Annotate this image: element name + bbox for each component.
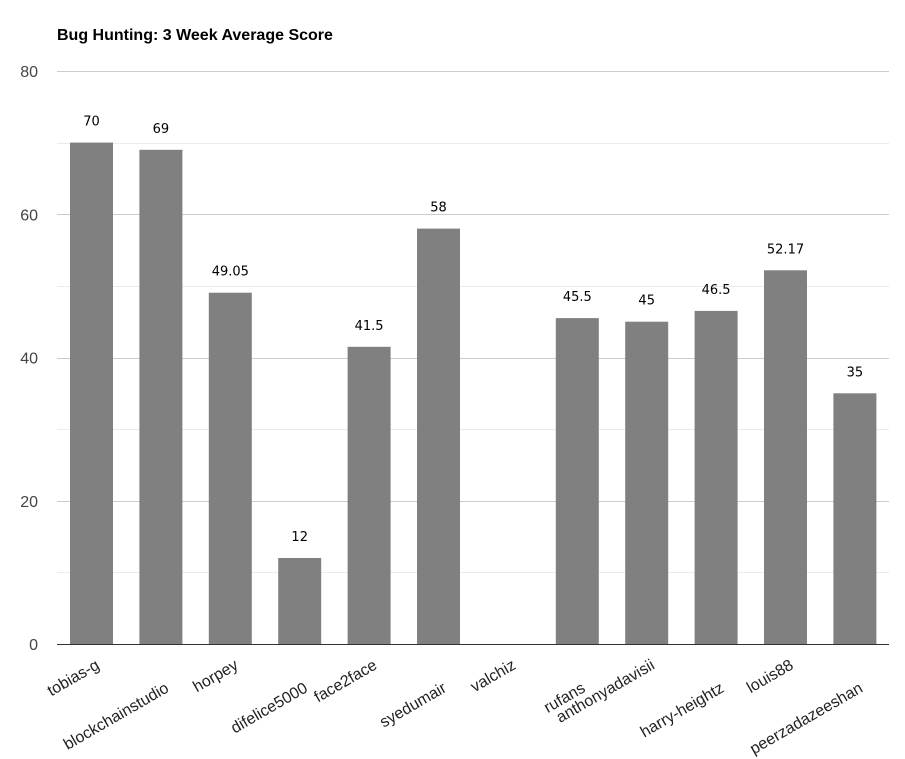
- bar: [70, 142, 113, 644]
- y-tick-label: 60: [20, 207, 38, 224]
- chart-title: Bug Hunting: 3 Week Average Score: [57, 27, 333, 44]
- x-tick-label: louis88: [744, 657, 796, 697]
- data-label: 35: [847, 365, 864, 380]
- y-tick-label: 20: [20, 494, 38, 511]
- y-tick-label: 80: [20, 64, 38, 81]
- x-tick-label: horpey: [190, 657, 241, 696]
- y-tick-label: 0: [29, 637, 38, 654]
- bar: [833, 393, 877, 644]
- data-label: 46.5: [702, 283, 731, 298]
- bars: [70, 142, 877, 645]
- x-tick-label: syedumair: [377, 679, 450, 731]
- data-label: 58: [430, 201, 447, 216]
- bar: [555, 318, 599, 644]
- y-tick-label: 40: [20, 351, 38, 368]
- x-tick-label: face2face: [312, 657, 381, 706]
- bar: [764, 270, 807, 644]
- data-label: 12: [291, 530, 308, 545]
- x-tick-label: difelice5000: [228, 680, 311, 737]
- gridlines: [57, 71, 889, 573]
- bar: [139, 149, 183, 645]
- bar: [208, 292, 252, 644]
- data-labels: 70 69 49.05 12 41.5 58 45.5 45 46.5 52.17 35: [83, 115, 863, 545]
- bar: [694, 310, 738, 644]
- bar: [278, 558, 322, 644]
- x-tick-label: tobias-g: [45, 657, 103, 700]
- x-tick-label: valchiz: [468, 657, 519, 696]
- x-tick-label: harry-heightz: [638, 680, 727, 741]
- data-label: 52.17: [767, 242, 804, 257]
- bar: [417, 228, 460, 644]
- bar: [347, 346, 391, 644]
- y-axis-ticks: 0 20 40 60 80: [20, 64, 38, 654]
- data-label: 69: [153, 122, 170, 137]
- data-label: 49.05: [212, 265, 249, 280]
- x-tick-label: peerzadazeeshan: [747, 680, 866, 758]
- data-label: 41.5: [355, 319, 384, 334]
- bar: [625, 321, 669, 644]
- data-label: 45.5: [563, 290, 592, 305]
- data-label: 45: [638, 294, 655, 309]
- data-label: 70: [83, 115, 100, 130]
- x-tick-label: blockchainstudio: [61, 680, 172, 754]
